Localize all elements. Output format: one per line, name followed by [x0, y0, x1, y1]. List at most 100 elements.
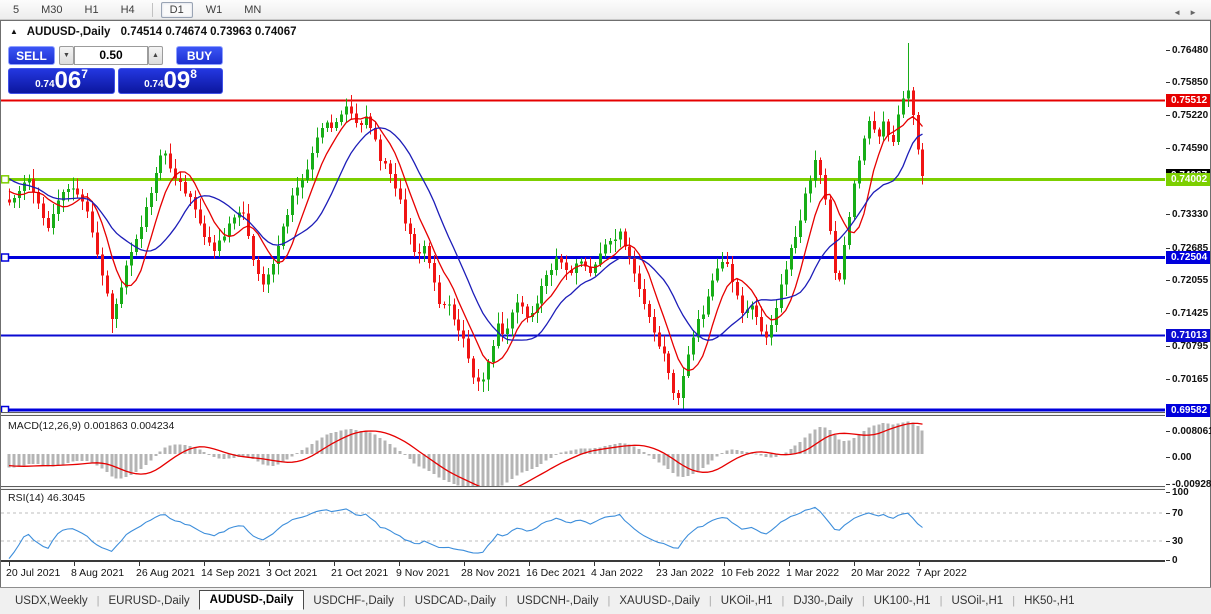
price-flag-0.75512: 0.75512 [1166, 94, 1210, 108]
macd-signal-line [8, 422, 923, 486]
tab-ukoil-h1[interactable]: UKOil-,H1 [720, 595, 773, 607]
volume-decrease-button[interactable]: ▼ [59, 46, 74, 65]
axis-tick-mark [1166, 82, 1170, 84]
timeframe-h1[interactable]: H1 [84, 3, 99, 16]
buy-button[interactable]: BUY [176, 46, 223, 65]
tab-audusd-daily[interactable]: AUDUSD-,Daily [198, 590, 305, 610]
price-tick-label: 0.73330 [1172, 208, 1209, 220]
price-flag-0.74002: 0.74002 [1166, 172, 1210, 186]
date-label: 26 Aug 2021 [136, 567, 195, 579]
sell-button[interactable]: SELL [8, 46, 55, 65]
axis-tick-mark [1166, 379, 1170, 381]
pane-separator-rsi[interactable] [1, 486, 1165, 490]
date-label: 23 Jan 2022 [656, 567, 714, 579]
timeframe-5[interactable]: 5 [13, 3, 20, 16]
macd-pane-canvas[interactable] [1, 417, 1165, 486]
level-anchor-square[interactable] [1, 175, 10, 184]
price-flag-0.69582: 0.69582 [1166, 403, 1210, 417]
time-tick-mark [204, 562, 205, 566]
macd-tick-label: -0.009286 [1172, 478, 1211, 490]
axis-tick-mark [1166, 115, 1170, 117]
tab-eurusd-daily[interactable]: EURUSD-,Daily [108, 595, 190, 607]
time-tick-mark [9, 562, 10, 566]
tab-scroll-right-icon[interactable]: ► [1189, 8, 1205, 17]
date-label: 4 Jan 2022 [591, 567, 643, 579]
tab-separator: | [939, 595, 943, 607]
axis-tick-mark [1166, 148, 1170, 150]
time-tick-mark [659, 562, 660, 566]
price-tick-label: 0.72055 [1172, 275, 1209, 287]
timeframe-w1[interactable]: W1 [205, 3, 223, 16]
tab-uk100-h1[interactable]: UK100-,H1 [873, 595, 931, 607]
level-anchor-square[interactable] [1, 405, 10, 412]
axis-tick-mark [1166, 49, 1170, 51]
timeframe-toolbar: 5 M30 H1 H4 D1 W1 MN [0, 0, 1211, 20]
timeframe-m30[interactable]: M30 [41, 3, 63, 16]
tab-usoil-h1[interactable]: USOil-,H1 [951, 595, 1004, 607]
tab-separator: | [708, 595, 712, 607]
buy-price-prefix: 0.74 [144, 79, 164, 90]
sell-price-display[interactable]: 0.74 06 7 [8, 67, 115, 94]
axis-tick-mark [1166, 559, 1170, 561]
collapse-triangle-icon[interactable]: ▲ [10, 27, 18, 36]
volume-increase-button[interactable]: ▲ [148, 46, 163, 65]
tab-usdcad-daily[interactable]: USDCAD-,Daily [414, 595, 496, 607]
level-anchor-square[interactable] [1, 253, 10, 262]
tab-usdchf-daily[interactable]: USDCHF-,Daily [313, 595, 394, 607]
volume-field[interactable]: 0.50 [74, 46, 148, 65]
ma-fast-line[interactable] [8, 115, 923, 372]
tab-hk50-h1[interactable]: HK50-,H1 [1024, 595, 1075, 607]
buy-price-pip: 8 [190, 67, 197, 81]
time-tick-mark [269, 562, 270, 566]
tab-separator: | [504, 595, 508, 607]
price-tick-label: 0.70165 [1172, 374, 1209, 386]
timeframe-h4[interactable]: H4 [120, 3, 135, 16]
price-tick-label: 0.76480 [1172, 44, 1209, 56]
sell-price-pip: 7 [81, 67, 88, 81]
axis-tick-mark [1166, 247, 1170, 249]
tab-dj30-daily[interactable]: DJ30-,Daily [793, 595, 853, 607]
axis-tick-mark [1166, 430, 1170, 432]
date-label: 16 Dec 2021 [526, 567, 586, 579]
date-label: 1 Mar 2022 [786, 567, 840, 579]
axis-tick-mark [1166, 540, 1170, 542]
tab-xauusd-daily[interactable]: XAUUSD-,Daily [619, 595, 700, 607]
chart-title: ▲ AUDUSD-,Daily 0.74514 0.74674 0.73963 … [10, 26, 297, 38]
price-tick-label: 0.74590 [1172, 143, 1209, 155]
sell-price-prefix: 0.74 [35, 79, 55, 90]
time-tick-mark [334, 562, 335, 566]
candles-group [7, 43, 925, 409]
axis-tick-mark [1166, 512, 1170, 514]
tab-separator: | [402, 595, 406, 607]
tab-separator: | [607, 595, 611, 607]
time-tick-mark [724, 562, 725, 566]
date-label: 21 Oct 2021 [331, 567, 389, 579]
tab-usdcnh-daily[interactable]: USDCNH-,Daily [516, 595, 599, 607]
buy-price-display[interactable]: 0.74 09 8 [118, 67, 223, 94]
date-label: 20 Jul 2021 [6, 567, 61, 579]
tab-scroll-left-icon[interactable]: ◄ [1173, 8, 1190, 17]
price-axis[interactable]: 0.76480 0.75850 0.75220 0.74590 0.73330 0.726… [1166, 22, 1211, 586]
axis-tick-mark [1166, 483, 1170, 485]
timeframe-mn[interactable]: MN [244, 3, 262, 16]
rsi-label: RSI(14) 46.3045 [8, 492, 86, 504]
rsi-tick-label: 70 [1172, 507, 1184, 519]
pane-separator-macd[interactable] [1, 412, 1165, 416]
tab-usdx-weekly[interactable]: USDX,Weekly [15, 595, 88, 607]
ohlc-values: 0.74514 0.74674 0.73963 0.74067 [120, 26, 297, 38]
date-label: 20 Mar 2022 [851, 567, 910, 579]
date-label: 14 Sep 2021 [201, 567, 261, 579]
date-label: 28 Nov 2021 [461, 567, 521, 579]
time-tick-mark [529, 562, 530, 566]
time-tick-mark [139, 562, 140, 566]
symbol-tabbar: USDX,Weekly | EURUSD-,Daily AUDUSD-,Daily US… [0, 587, 1211, 614]
tab-separator: | [861, 595, 865, 607]
chart-bottom-border [1, 560, 1165, 562]
ma-slow-line[interactable] [8, 127, 923, 341]
time-axis[interactable]: 20 Jul 2021 8 Aug 2021 26 Aug 2021 14 Sep 2… [1, 562, 1165, 586]
rsi-pane-canvas[interactable] [1, 490, 1165, 560]
timeframe-d1[interactable]: D1 [160, 1, 193, 18]
axis-tick-mark [1166, 280, 1170, 282]
time-tick-mark [74, 562, 75, 566]
